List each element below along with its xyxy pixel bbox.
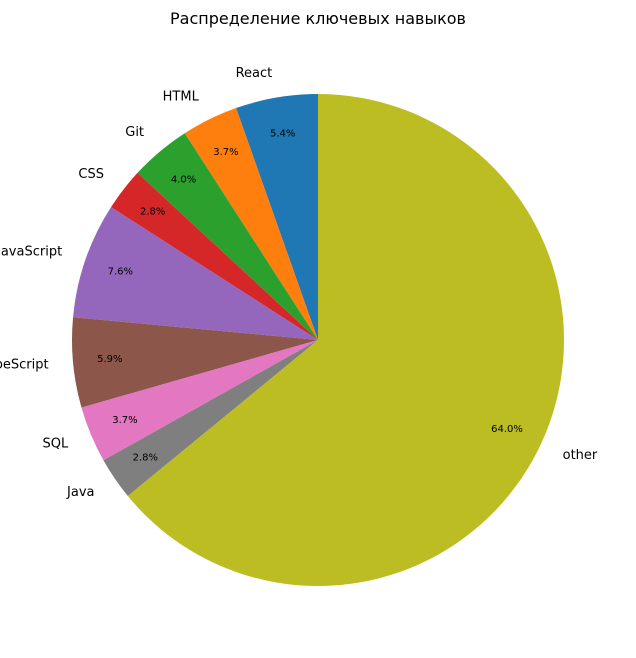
slice-label-react: React bbox=[236, 66, 273, 81]
slice-label-javascript: JavaScript bbox=[0, 244, 62, 259]
pie-slice-javascript bbox=[73, 207, 318, 340]
percent-label-git: 4.0% bbox=[171, 174, 196, 185]
pie-slice-sql bbox=[81, 340, 318, 461]
slice-label-typescript: TypeScript bbox=[0, 358, 49, 373]
percent-label-react: 5.4% bbox=[270, 128, 295, 139]
pie-slice-git bbox=[137, 133, 318, 340]
percent-label-typescript: 5.9% bbox=[97, 354, 122, 365]
percent-labels: 5.4% 3.7% 4.0% 2.8% 7.6% 5.9% 3.7% 2.8% 64.0% bbox=[97, 128, 523, 463]
pie-slice-other bbox=[127, 94, 564, 587]
slice-label-other: other bbox=[563, 448, 598, 463]
percent-label-sql: 3.7% bbox=[112, 415, 137, 426]
percent-label-java: 2.8% bbox=[133, 452, 158, 463]
slice-label-sql: SQL bbox=[42, 437, 68, 452]
slice-label-html: HTML bbox=[163, 90, 200, 105]
chart-title: Распределение ключевых навыков bbox=[170, 9, 466, 28]
pie-slice-react bbox=[236, 93, 318, 340]
percent-label-css: 2.8% bbox=[140, 206, 165, 217]
pie-slice-typescript bbox=[72, 317, 318, 408]
slice-label-java: Java bbox=[66, 485, 94, 500]
pie-slices bbox=[72, 93, 564, 587]
pie-slice-html bbox=[184, 108, 318, 340]
pie-slice-css bbox=[110, 172, 319, 340]
percent-label-javascript: 7.6% bbox=[108, 266, 133, 277]
percent-label-other: 64.0% bbox=[491, 424, 523, 435]
slice-label-git: Git bbox=[125, 125, 144, 140]
slice-labels: React HTML Git CSS JavaScript TypeScript SQL Ja… bbox=[0, 66, 598, 500]
pie-slice-java bbox=[103, 340, 319, 497]
slice-label-css: CSS bbox=[78, 167, 104, 182]
percent-label-html: 3.7% bbox=[213, 147, 238, 158]
